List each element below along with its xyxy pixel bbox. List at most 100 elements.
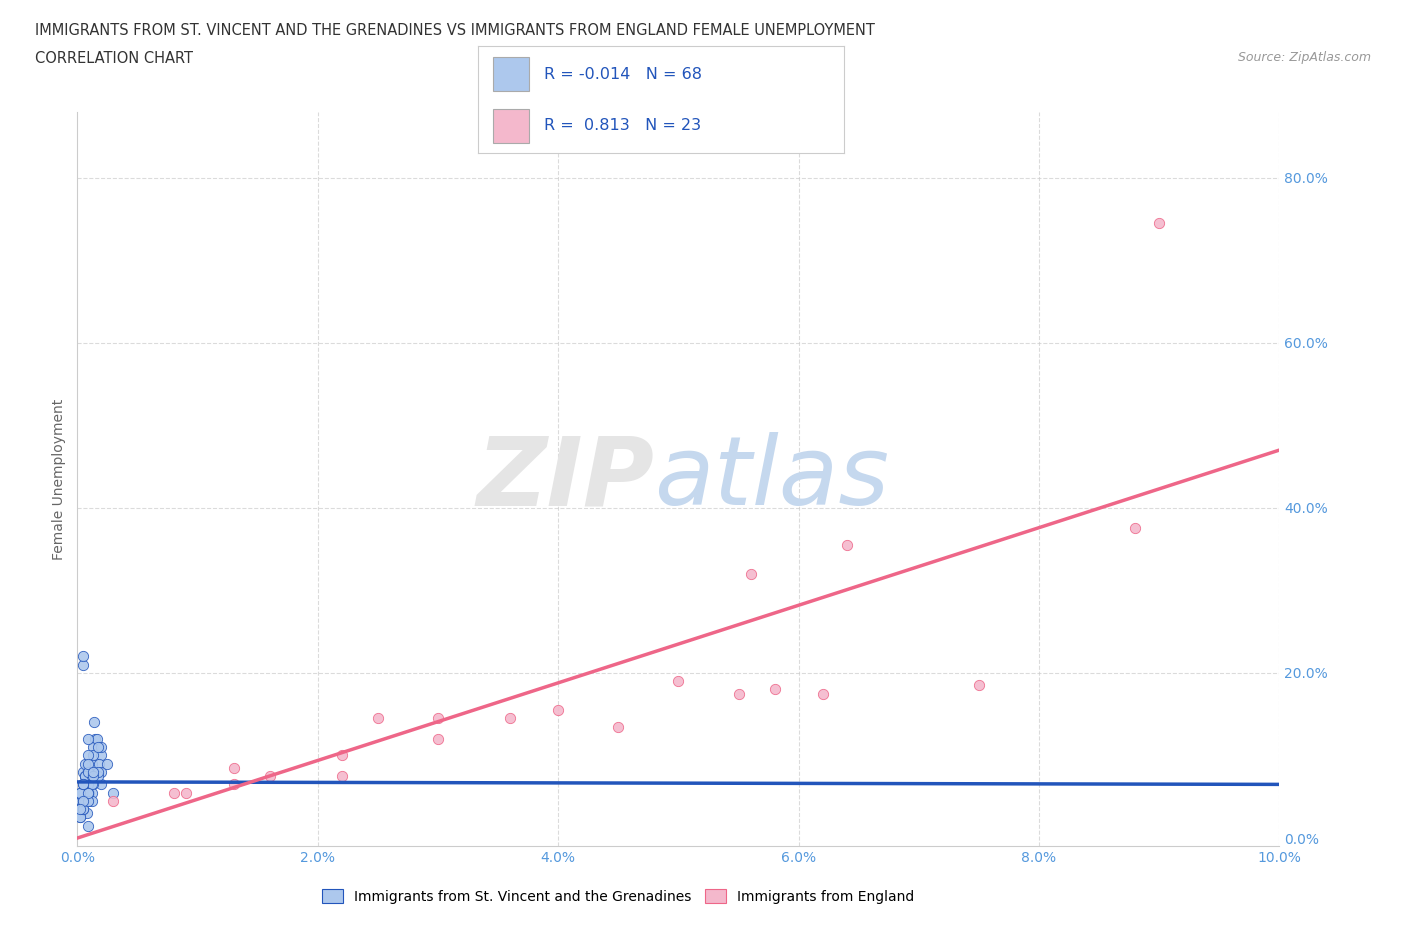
- Point: [367, 711, 389, 725]
- Point: [77, 785, 100, 800]
- Point: [811, 686, 834, 701]
- Point: [72, 802, 94, 817]
- Point: [87, 769, 110, 784]
- Point: [330, 769, 353, 784]
- Point: [222, 761, 245, 776]
- Point: [763, 682, 786, 697]
- Point: [69, 810, 91, 825]
- Point: [69, 785, 91, 800]
- FancyBboxPatch shape: [492, 58, 529, 91]
- Point: [73, 793, 96, 808]
- Point: [75, 777, 97, 791]
- Point: [1149, 216, 1171, 231]
- Point: [84, 732, 107, 747]
- Point: [87, 764, 110, 779]
- Point: [1123, 521, 1146, 536]
- Text: Source: ZipAtlas.com: Source: ZipAtlas.com: [1237, 51, 1371, 64]
- Point: [77, 818, 100, 833]
- Point: [72, 802, 94, 817]
- Legend: Immigrants from St. Vincent and the Grenadines, Immigrants from England: Immigrants from St. Vincent and the Gren…: [316, 884, 920, 910]
- Point: [86, 732, 108, 747]
- Point: [82, 764, 104, 779]
- Point: [73, 756, 96, 771]
- Point: [69, 810, 91, 825]
- Point: [96, 756, 118, 771]
- Point: [87, 756, 110, 771]
- Point: [174, 785, 197, 800]
- Point: [103, 785, 125, 800]
- Point: [967, 678, 990, 693]
- Point: [80, 793, 103, 808]
- Point: [79, 785, 101, 800]
- Point: [75, 777, 97, 791]
- Point: [607, 719, 630, 734]
- Point: [87, 739, 110, 754]
- Point: [77, 785, 100, 800]
- Point: [76, 805, 98, 820]
- Point: [82, 748, 104, 763]
- Point: [77, 777, 100, 791]
- Point: [80, 785, 103, 800]
- Text: atlas: atlas: [654, 432, 890, 525]
- Point: [76, 761, 98, 776]
- Point: [77, 764, 100, 779]
- Point: [72, 793, 94, 808]
- Point: [427, 711, 450, 725]
- Point: [77, 793, 100, 808]
- Y-axis label: Female Unemployment: Female Unemployment: [52, 398, 66, 560]
- Point: [77, 764, 100, 779]
- Text: R = -0.014   N = 68: R = -0.014 N = 68: [544, 67, 702, 82]
- Point: [69, 785, 91, 800]
- Point: [77, 756, 100, 771]
- Point: [82, 739, 104, 754]
- Point: [77, 732, 100, 747]
- Point: [82, 777, 104, 791]
- Point: [162, 785, 184, 800]
- Point: [77, 793, 100, 808]
- Point: [740, 566, 762, 581]
- Point: [259, 769, 281, 784]
- Point: [90, 764, 112, 779]
- Point: [103, 793, 125, 808]
- Text: R =  0.813   N = 23: R = 0.813 N = 23: [544, 118, 702, 133]
- Point: [69, 802, 91, 817]
- Text: CORRELATION CHART: CORRELATION CHART: [35, 51, 193, 66]
- Point: [668, 673, 690, 688]
- Point: [72, 777, 94, 791]
- Point: [79, 769, 101, 784]
- Point: [79, 777, 101, 791]
- Point: [72, 785, 94, 800]
- Point: [70, 793, 93, 808]
- Point: [72, 793, 94, 808]
- Point: [77, 748, 100, 763]
- FancyBboxPatch shape: [492, 109, 529, 143]
- Point: [83, 715, 105, 730]
- Point: [547, 703, 569, 718]
- Point: [73, 769, 96, 784]
- Point: [80, 769, 103, 784]
- Point: [79, 764, 101, 779]
- Point: [222, 777, 245, 791]
- Point: [77, 785, 100, 800]
- Point: [72, 777, 94, 791]
- Point: [835, 538, 858, 552]
- Point: [72, 649, 94, 664]
- Point: [727, 686, 749, 701]
- Point: [80, 769, 103, 784]
- Point: [80, 756, 103, 771]
- Point: [90, 748, 112, 763]
- Point: [72, 658, 94, 672]
- Point: [330, 748, 353, 763]
- Text: ZIP: ZIP: [477, 432, 654, 525]
- Text: IMMIGRANTS FROM ST. VINCENT AND THE GRENADINES VS IMMIGRANTS FROM ENGLAND FEMALE: IMMIGRANTS FROM ST. VINCENT AND THE GREN…: [35, 23, 875, 38]
- Point: [72, 764, 94, 779]
- Point: [80, 777, 103, 791]
- Point: [90, 739, 112, 754]
- Point: [69, 802, 91, 817]
- Point: [499, 711, 522, 725]
- Point: [73, 793, 96, 808]
- Point: [73, 769, 96, 784]
- Point: [82, 769, 104, 784]
- Point: [73, 769, 96, 784]
- Point: [90, 777, 112, 791]
